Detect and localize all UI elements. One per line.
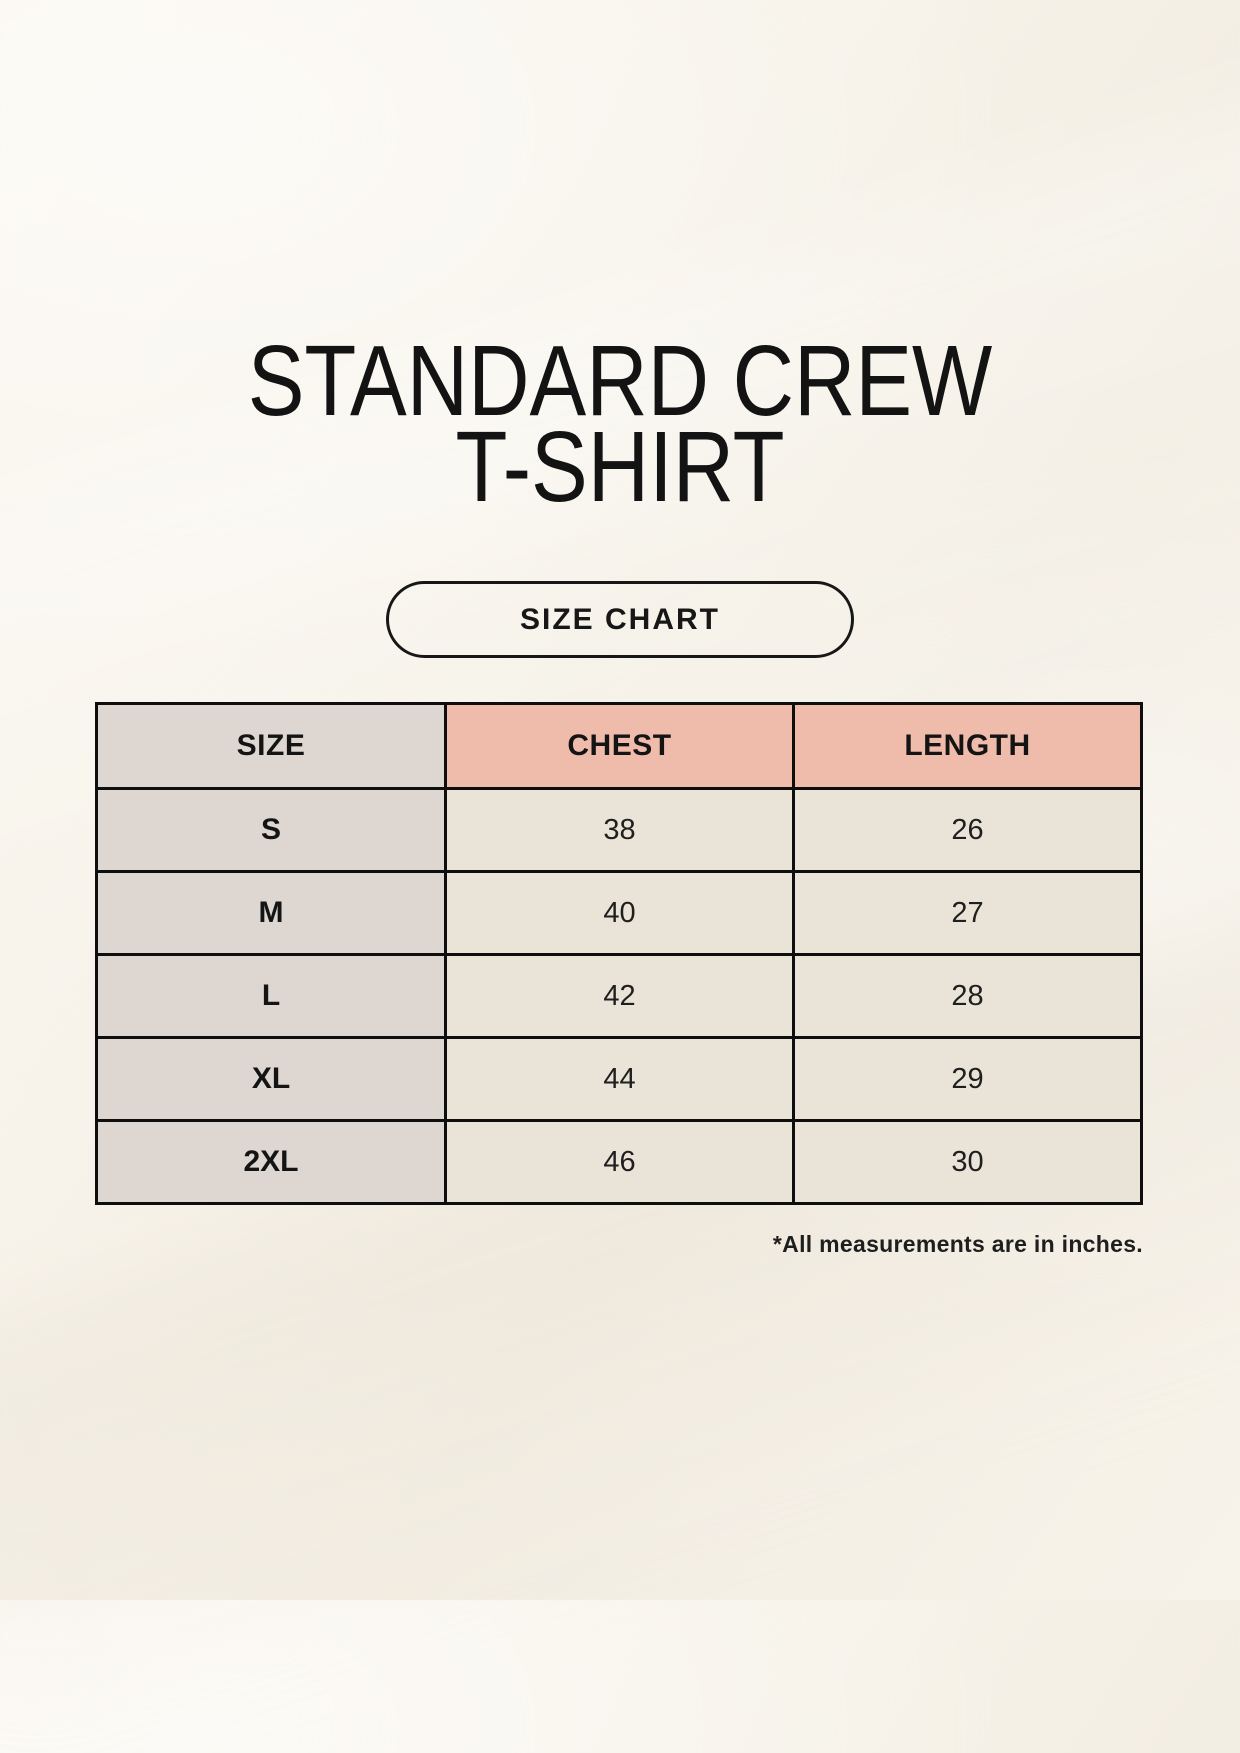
- chest-cell: 42: [444, 953, 795, 1039]
- measurements-footnote: *All measurements are in inches.: [772, 1231, 1143, 1257]
- size-cell: M: [95, 870, 447, 956]
- page-title-line-1: STANDARD CREW: [247, 325, 993, 437]
- table-row-2xl: 2XL 46 30: [95, 1119, 1144, 1205]
- size-chart-badge-label: SIZE CHART: [520, 602, 720, 636]
- page-title: STANDARD CREW T-SHIRT: [93, 325, 1147, 523]
- size-cell: L: [95, 953, 447, 1039]
- chest-cell: 38: [444, 787, 795, 873]
- size-table: SIZE CHEST LENGTH S 38 26 M 40 27 L 42 2…: [95, 702, 1144, 1205]
- length-cell: 28: [791, 953, 1144, 1039]
- column-header-size: SIZE: [95, 702, 447, 790]
- size-chart-badge: SIZE CHART: [386, 581, 854, 658]
- chest-cell: 40: [444, 870, 795, 956]
- table-row-m: M 40 27: [95, 870, 1144, 956]
- length-cell: 26: [791, 787, 1144, 873]
- size-cell: 2XL: [95, 1119, 447, 1205]
- size-cell: S: [95, 787, 447, 873]
- table-row-xl: XL 44 29: [95, 1036, 1144, 1122]
- table-header-row: SIZE CHEST LENGTH: [95, 702, 1144, 790]
- size-cell: XL: [95, 1036, 447, 1122]
- page-title-line-2: T-SHIRT: [455, 411, 785, 523]
- column-header-chest: CHEST: [444, 702, 795, 790]
- length-cell: 30: [791, 1119, 1144, 1205]
- length-cell: 27: [791, 870, 1144, 956]
- table-row-s: S 38 26: [95, 787, 1144, 873]
- chest-cell: 46: [444, 1119, 795, 1205]
- column-header-length: LENGTH: [791, 702, 1144, 790]
- length-cell: 29: [791, 1036, 1144, 1122]
- table-row-l: L 42 28: [95, 953, 1144, 1039]
- chest-cell: 44: [444, 1036, 795, 1122]
